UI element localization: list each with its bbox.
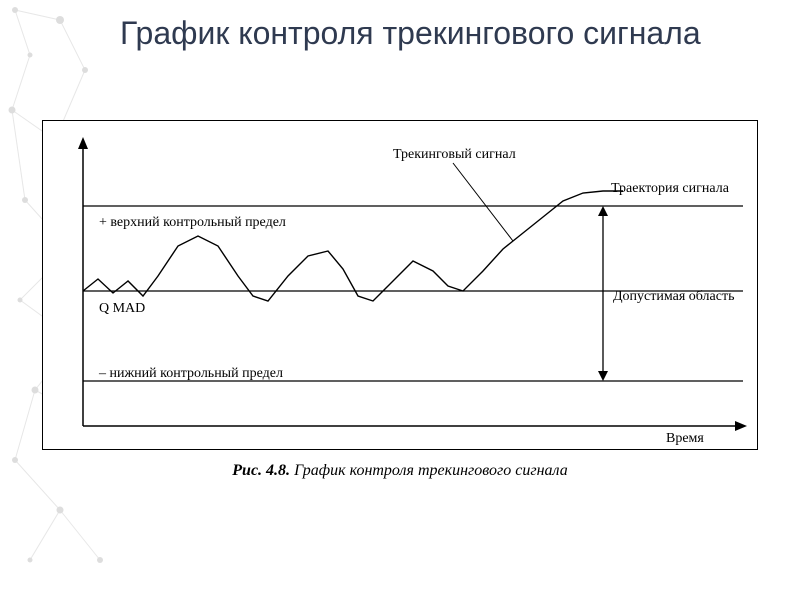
x-axis-label: Время — [666, 431, 704, 447]
caption-prefix: Рис. 4.8. — [232, 462, 290, 479]
tracking-signal-label: Трекинговый сигнал — [393, 147, 516, 163]
allowed-region-label: Допустимая область — [613, 289, 734, 305]
chart-canvas — [43, 121, 759, 451]
page-title: График контроля трекингового сигнала — [120, 16, 780, 51]
upper-limit-label: + верхний контрольный предел — [99, 215, 286, 231]
tracking-signal-chart: + верхний контрольный предел – нижний ко… — [42, 120, 758, 450]
figure-caption: Рис. 4.8. График контроля трекингового с… — [42, 462, 758, 480]
lower-limit-label: – нижний контрольный предел — [99, 366, 283, 382]
q-mad-label: Q MAD — [99, 301, 145, 317]
caption-text: График контроля трекингового сигнала — [294, 462, 568, 479]
trajectory-label: Траектория сигнала — [611, 181, 729, 197]
